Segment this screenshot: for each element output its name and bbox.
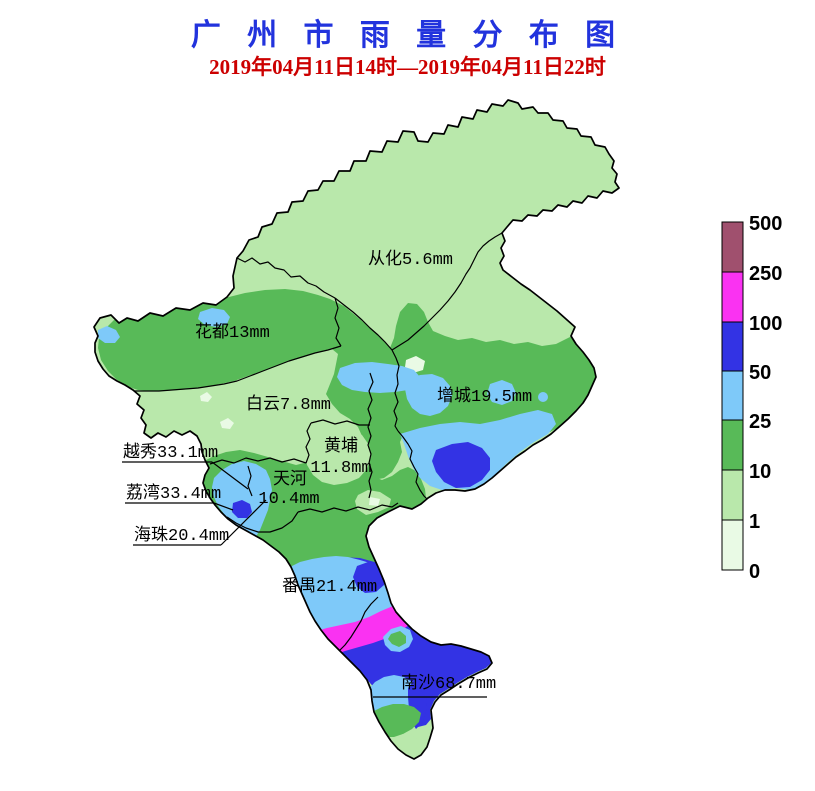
boundary-huadu-conghua xyxy=(236,257,336,299)
label-yuexiu: 越秀33.1mm xyxy=(123,442,218,463)
west-tip-bay xyxy=(98,326,120,343)
zengcheng-lightblue-east xyxy=(487,380,516,405)
boundary-huangpu-river xyxy=(297,502,399,513)
label-huangpu-value: 11.8mm xyxy=(310,459,371,478)
boundary-tianhe-huangpu xyxy=(367,372,374,499)
guangzhou-outline xyxy=(93,99,620,760)
legend-tick-0: 0 xyxy=(749,561,760,583)
yuexiu-leader-line xyxy=(211,461,249,490)
legend-tick-50: 50 xyxy=(749,362,771,384)
label-baiyun: 白云7.8mm xyxy=(246,394,331,415)
legend-tick-1: 1 xyxy=(749,511,760,533)
legend-tick-500: 500 xyxy=(749,213,782,235)
pale-spot-coast xyxy=(369,497,380,506)
label-tianhe-name: 天河 xyxy=(273,469,307,490)
pale-spot-baiyun-1 xyxy=(220,418,234,429)
boundary-baiyun-huangpu xyxy=(310,419,370,426)
label-panyu: 番禺21.4mm xyxy=(282,576,377,597)
legend-swatch-50-100 xyxy=(721,321,744,372)
label-huangpu-name: 黄埔 xyxy=(324,436,358,457)
label-huadu: 花都13mm xyxy=(195,322,270,343)
huadu-lake xyxy=(198,308,230,327)
page-title: 广 州 市 雨 量 分 布 图 xyxy=(190,19,625,52)
tail-lightgreen-tip xyxy=(392,734,418,759)
legend-swatch-25-50 xyxy=(721,370,744,421)
legend-tick-10: 10 xyxy=(749,461,771,483)
haizhu-leader-line xyxy=(220,499,267,546)
label-conghua: 从化5.6mm xyxy=(368,249,453,270)
boundary-huadu-baiyun xyxy=(134,345,342,392)
zengcheng-blue-core xyxy=(432,442,490,488)
label-zengcheng: 增城19.5mm xyxy=(437,386,532,407)
rain-spot-50-100-panyu xyxy=(353,562,385,593)
boundary-huadu-east xyxy=(334,297,342,347)
legend-swatch-100-250 xyxy=(721,271,744,323)
legend-swatch-1-10 xyxy=(721,469,744,521)
label-haizhu: 海珠20.4mm xyxy=(134,525,229,546)
label-nansha: 南沙68.7mm xyxy=(401,673,496,694)
lake-baiyun-zengcheng xyxy=(337,362,420,393)
boundary-yuexiu xyxy=(247,465,253,497)
boundary-baiyun-tianhe-west xyxy=(305,422,312,464)
zengcheng-lightblue-dot xyxy=(538,392,548,402)
boundary-haizhu-panyu xyxy=(226,511,299,533)
legend-swatch-10-25 xyxy=(721,419,744,471)
zengcheng-lightblue-west xyxy=(405,374,452,416)
huangpu-lightgreen-patch xyxy=(306,426,371,485)
label-tianhe-value: 10.4mm xyxy=(258,490,319,509)
pale-spot-baiyun-2 xyxy=(200,392,212,402)
boundary-huangpu-zengcheng xyxy=(397,430,428,500)
legend-tick-250: 250 xyxy=(749,263,782,285)
boundary-baiyun-zengcheng xyxy=(391,349,400,432)
legend-swatch-0-1 xyxy=(721,519,744,571)
legend-tick-25: 25 xyxy=(749,411,771,433)
page-subtitle: 2019年04月11日14时—2019年04月11日22时 xyxy=(209,55,606,79)
island-core xyxy=(388,631,406,647)
boundary-conghua-baiyun xyxy=(334,297,393,351)
boundary-conghua-zengcheng xyxy=(391,232,503,351)
label-liwan: 荔湾33.4mm xyxy=(126,483,221,504)
liwan-leader-line xyxy=(213,502,234,511)
legend-tick-100: 100 xyxy=(749,313,782,335)
boundary-baiyun-citycentre xyxy=(209,457,307,465)
legend: 500 250 100 50 25 10 1 0 xyxy=(721,213,782,583)
rain-spot-50-100-citycentre xyxy=(232,500,252,518)
legend-swatch-250-500 xyxy=(721,221,744,273)
